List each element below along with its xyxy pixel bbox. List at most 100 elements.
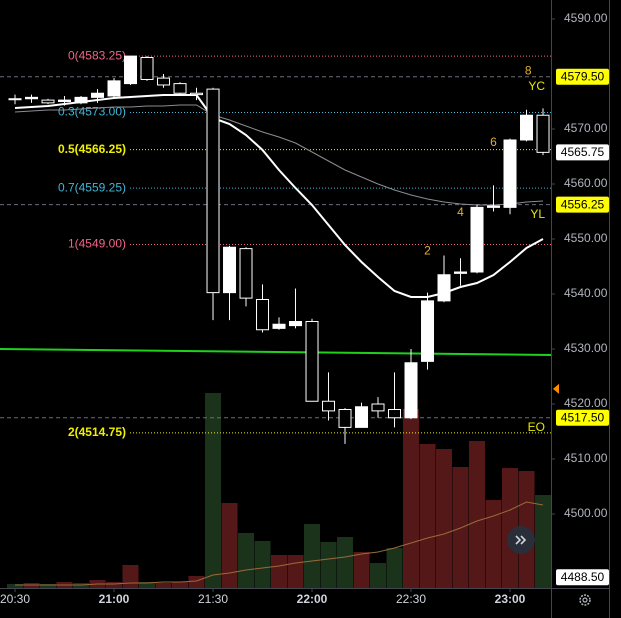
plot-area: 0(4583.25) 0.3(4573.00) 0.5(4566.25) 0.7(45… xyxy=(0,48,552,588)
volume-bar xyxy=(403,409,420,588)
candle-body xyxy=(404,362,418,419)
price-badge xyxy=(556,569,609,586)
session-label: EO xyxy=(528,420,545,434)
candle-body xyxy=(454,271,468,274)
session-label: YL xyxy=(530,207,545,221)
candle-body xyxy=(421,300,435,362)
candle-body xyxy=(107,80,121,97)
candle-annotation: 6 xyxy=(490,135,497,149)
gear-inner[interactable] xyxy=(582,597,588,603)
y-tick-label: 4500.00 xyxy=(564,506,608,520)
price-badge-label: 4488.50 xyxy=(561,570,605,584)
candle-body xyxy=(520,114,534,141)
volume-bar xyxy=(188,576,205,588)
fib-level-label: 0.7(4559.25) xyxy=(58,180,126,194)
y-tick-label: 4560.00 xyxy=(564,176,608,190)
candle-annotation: 8 xyxy=(525,63,532,77)
x-tick-label: 20:30 xyxy=(0,592,30,606)
fib-level-label: 0.5(4566.25) xyxy=(58,142,126,156)
candle-body xyxy=(322,400,336,412)
volume-ma-line xyxy=(15,501,544,586)
alert-marker xyxy=(553,383,559,394)
volume-bar xyxy=(353,552,370,588)
candle-body xyxy=(190,92,204,96)
candle-body xyxy=(437,274,451,302)
candle-body xyxy=(91,92,105,98)
price-badge xyxy=(556,196,609,213)
volume-bar xyxy=(254,541,271,588)
volume-bar xyxy=(370,563,387,588)
volume-bar xyxy=(40,584,57,588)
price-badge xyxy=(556,144,609,161)
moving-average xyxy=(14,104,544,206)
candle-body xyxy=(470,206,484,273)
candle-body xyxy=(371,403,385,412)
candle-body xyxy=(41,99,55,104)
y-tick-label: 4520.00 xyxy=(564,396,608,410)
volume-bar xyxy=(221,503,238,588)
candle-body xyxy=(289,321,303,327)
volume-bar xyxy=(205,393,222,588)
candle-annotation: 4 xyxy=(457,205,464,219)
volume-bar xyxy=(7,584,24,588)
gear-outer[interactable] xyxy=(579,594,591,606)
candle-body xyxy=(206,88,220,294)
volume-bar xyxy=(386,548,403,588)
price-badge xyxy=(556,409,609,426)
y-tick-label: 4540.00 xyxy=(564,286,608,300)
candle-body xyxy=(140,56,154,80)
fib-level-label: 2(4514.75) xyxy=(68,425,126,439)
volume-bar xyxy=(139,582,156,588)
volume-bar xyxy=(502,468,519,588)
candle-body xyxy=(536,114,550,153)
moving-average xyxy=(14,94,544,298)
scroll-button[interactable] xyxy=(507,526,535,554)
candle-body xyxy=(173,83,187,94)
candle-annotation: 2 xyxy=(424,244,431,258)
x-tick-label: 21:00 xyxy=(99,592,130,606)
volume-bar xyxy=(436,449,453,588)
fib-level-label: 0(4583.25) xyxy=(68,48,126,62)
volume-bar xyxy=(271,555,288,588)
y-tick-label: 4510.00 xyxy=(564,451,608,465)
volume-bar xyxy=(320,542,337,588)
y-tick-label: 4570.00 xyxy=(564,121,608,135)
volume-bar xyxy=(535,495,552,588)
volume-bar xyxy=(485,500,502,588)
x-tick-label: 22:00 xyxy=(297,592,328,606)
candle-body xyxy=(25,96,39,100)
candle-body xyxy=(355,406,369,428)
candle-body xyxy=(74,96,88,104)
volume-bar xyxy=(287,555,304,588)
settings-button[interactable] xyxy=(579,594,591,606)
volume-bar xyxy=(238,533,255,588)
candle-body xyxy=(58,99,72,102)
price-badge-label: 4556.25 xyxy=(561,197,605,211)
volume-bar xyxy=(155,583,172,588)
volume-bar xyxy=(337,537,354,588)
volume-bar xyxy=(304,524,321,588)
fib-level-label: 1(4549.00) xyxy=(68,237,126,251)
candle-body xyxy=(388,409,402,419)
candle-body xyxy=(239,248,253,299)
candle-body xyxy=(157,77,171,86)
candle-body xyxy=(487,205,501,208)
candle-body xyxy=(8,98,22,101)
session-label: YC xyxy=(528,79,545,93)
x-tick-label: 23:00 xyxy=(495,592,526,606)
y-tick-label: 4590.00 xyxy=(564,11,608,25)
candle-body xyxy=(338,409,352,428)
candle-body xyxy=(223,246,237,294)
volume-bar xyxy=(106,582,123,588)
x-tick-label: 21:30 xyxy=(198,592,228,606)
volume-bar xyxy=(172,582,189,588)
price-badge-label: 4565.75 xyxy=(561,145,605,159)
candle-body xyxy=(256,299,270,331)
price-badge-label: 4517.50 xyxy=(561,410,605,424)
volume-bar xyxy=(419,444,436,588)
price-badge-label: 4579.50 xyxy=(561,69,605,83)
button-icon[interactable] xyxy=(515,535,527,545)
y-tick-label: 4530.00 xyxy=(564,341,608,355)
candle-body xyxy=(272,323,286,329)
